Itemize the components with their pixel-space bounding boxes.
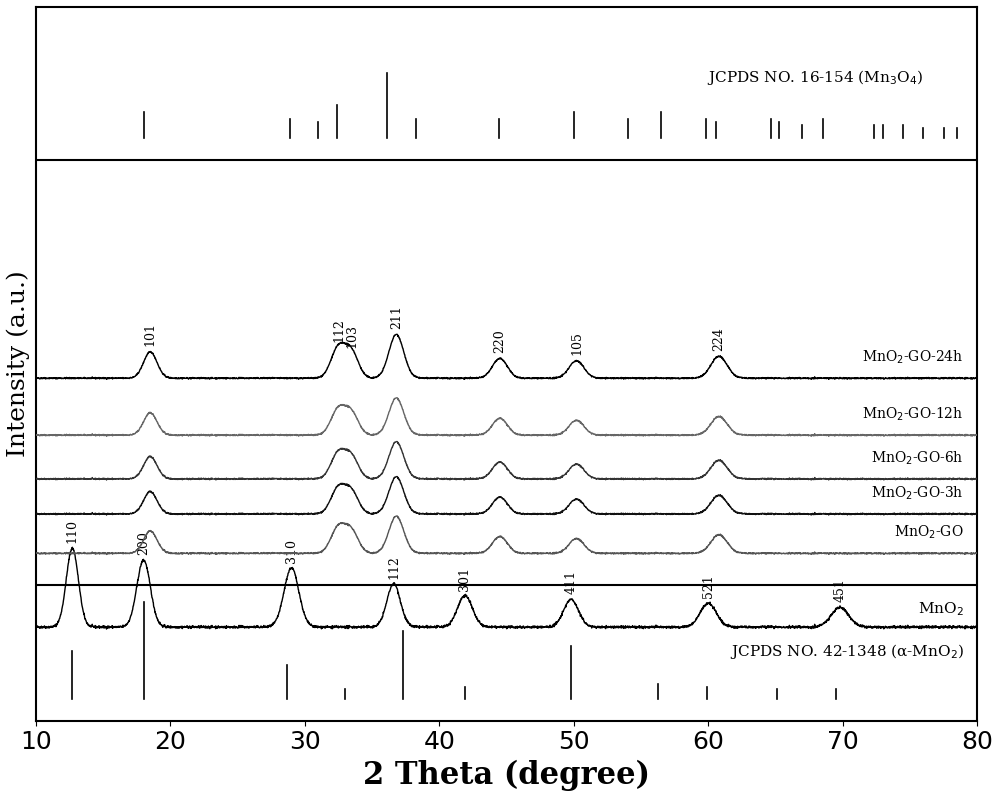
X-axis label: 2 Theta (degree): 2 Theta (degree)	[363, 760, 650, 791]
Text: 211: 211	[390, 305, 403, 329]
Text: MnO$_2$-GO-6h: MnO$_2$-GO-6h	[871, 449, 964, 467]
Text: 112: 112	[332, 318, 345, 342]
Text: 200: 200	[137, 531, 150, 555]
Text: MnO$_2$-GO-24h: MnO$_2$-GO-24h	[862, 349, 964, 366]
Text: MnO$_2$-GO-3h: MnO$_2$-GO-3h	[871, 484, 964, 502]
Y-axis label: Intensity (a.u.): Intensity (a.u.)	[7, 271, 30, 457]
Text: JCPDS NO. 16-154 (Mn$_3$O$_4$): JCPDS NO. 16-154 (Mn$_3$O$_4$)	[707, 69, 923, 87]
Text: 101: 101	[144, 322, 157, 346]
Text: 451: 451	[833, 579, 846, 602]
Text: 220: 220	[493, 329, 506, 353]
Text: 521: 521	[702, 575, 715, 598]
Text: 110: 110	[66, 519, 79, 543]
Text: MnO$_2$: MnO$_2$	[918, 600, 964, 618]
Text: MnO$_2$-GO: MnO$_2$-GO	[894, 523, 964, 541]
Text: 224: 224	[712, 327, 725, 350]
Text: 112: 112	[387, 555, 400, 579]
Text: 411: 411	[565, 571, 578, 595]
Text: JCPDS NO. 42-1348 (α-MnO$_2$): JCPDS NO. 42-1348 (α-MnO$_2$)	[730, 642, 964, 661]
Text: 105: 105	[570, 331, 583, 355]
Text: 301: 301	[458, 567, 471, 591]
Text: 103: 103	[345, 325, 358, 349]
Text: 310: 310	[285, 539, 298, 563]
Text: MnO$_2$-GO-12h: MnO$_2$-GO-12h	[862, 405, 964, 423]
